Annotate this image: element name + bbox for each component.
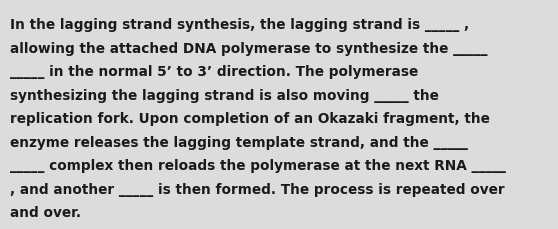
Text: and over.: and over. (10, 205, 81, 219)
Text: , and another _____ is then formed. The process is repeated over: , and another _____ is then formed. The … (10, 182, 504, 196)
Text: In the lagging strand synthesis, the lagging strand is _____ ,: In the lagging strand synthesis, the lag… (10, 18, 469, 32)
Text: _____ in the normal 5’ to 3’ direction. The polymerase: _____ in the normal 5’ to 3’ direction. … (10, 65, 418, 79)
Text: _____ complex then reloads the polymerase at the next RNA _____: _____ complex then reloads the polymeras… (10, 158, 506, 172)
Text: allowing the attached DNA polymerase to synthesize the _____: allowing the attached DNA polymerase to … (10, 42, 488, 56)
Text: enzyme releases the lagging template strand, and the _____: enzyme releases the lagging template str… (10, 135, 468, 149)
Text: replication fork. Upon completion of an Okazaki fragment, the: replication fork. Upon completion of an … (10, 112, 490, 126)
Text: synthesizing the lagging strand is also moving _____ the: synthesizing the lagging strand is also … (10, 88, 439, 102)
